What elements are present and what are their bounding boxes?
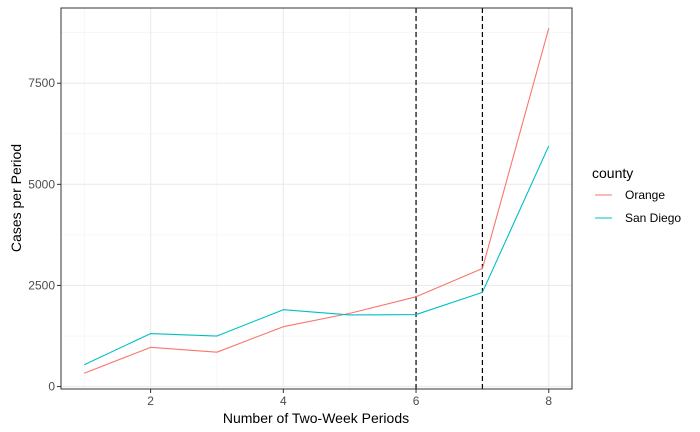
legend-label: Orange [625, 188, 665, 202]
x-tick-label: 6 [413, 394, 420, 408]
y-axis-title: Cases per Period [8, 144, 24, 252]
y-tick-label: 0 [48, 380, 55, 394]
series-line-orange [84, 28, 550, 374]
series-line-san-diego [83, 145, 550, 366]
y-tick-label: 2500 [28, 278, 55, 292]
x-axis-ticks: 2 4 6 8 [147, 389, 552, 408]
y-tick-label: 7500 [28, 76, 55, 90]
legend: county Orange San Diego [592, 165, 681, 225]
x-axis-title: Number of Two-Week Periods [223, 410, 409, 426]
x-tick-label: 4 [280, 394, 287, 408]
legend-title: county [592, 165, 633, 181]
legend-label: San Diego [625, 211, 681, 225]
y-axis-ticks: 0 2500 5000 7500 [28, 76, 61, 394]
x-tick-label: 2 [147, 394, 154, 408]
major-gridlines [61, 8, 572, 389]
series-lines [83, 28, 550, 374]
x-tick-label: 8 [545, 394, 552, 408]
plot-panel [61, 8, 572, 389]
y-tick-label: 5000 [28, 177, 55, 191]
plot-border [60, 7, 573, 390]
